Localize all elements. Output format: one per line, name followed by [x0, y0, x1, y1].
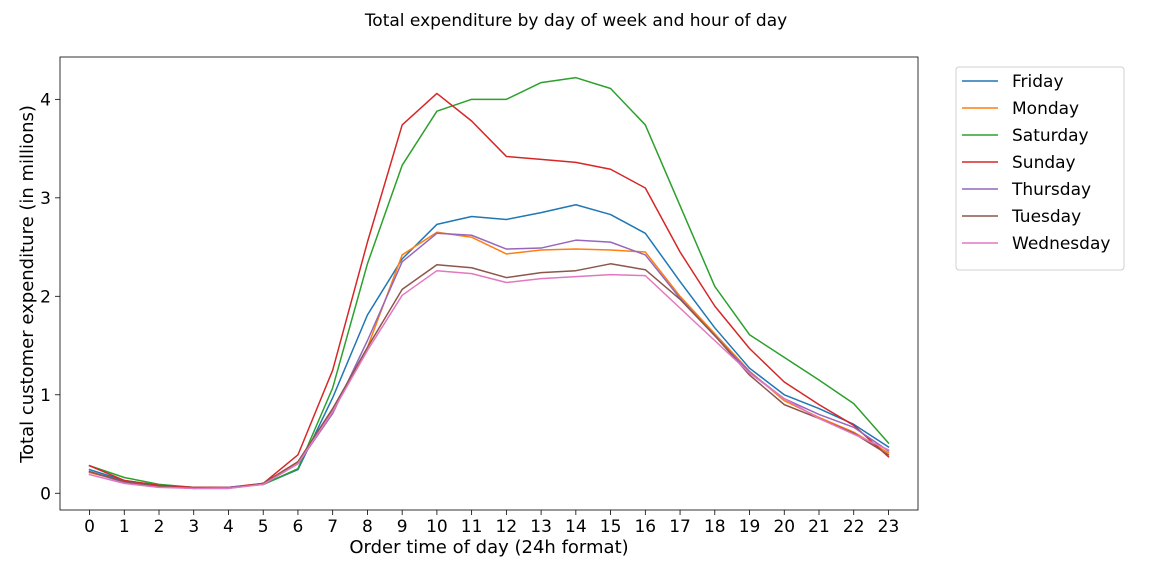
- x-tick-label: 8: [362, 517, 373, 537]
- x-tick-label: 19: [739, 517, 761, 537]
- x-tick-label: 3: [188, 517, 199, 537]
- x-tick-label: 2: [154, 517, 165, 537]
- y-tick-label: 4: [40, 90, 51, 110]
- legend-label-tuesday: Tuesday: [1011, 207, 1081, 227]
- x-tick-label: 15: [600, 517, 622, 537]
- x-tick-label: 10: [426, 517, 448, 537]
- x-tick-label: 12: [496, 517, 518, 537]
- y-tick-label: 0: [40, 484, 51, 504]
- x-tick-label: 22: [843, 517, 865, 537]
- x-tick-label: 13: [530, 517, 552, 537]
- legend-label-monday: Monday: [1012, 99, 1079, 119]
- y-tick-label: 2: [40, 287, 51, 307]
- chart-title: Total expenditure by day of week and hou…: [364, 11, 787, 31]
- legend-label-thursday: Thursday: [1011, 180, 1091, 200]
- x-tick-label: 20: [773, 517, 795, 537]
- legend-box: [955, 66, 1125, 271]
- plot-area: 0 1 2 3 4 5 6 7 8 9 10 11 12 13 14 15 16 17 18 19 20 21 22 2301…: [40, 56, 919, 537]
- legend-label-wednesday: Wednesday: [1012, 234, 1110, 254]
- x-tick-label: 6: [293, 517, 304, 537]
- y-tick-label: 1: [40, 386, 51, 406]
- x-tick-label: 5: [258, 517, 269, 537]
- x-tick-label: 9: [397, 517, 408, 537]
- x-tick-label: 14: [565, 517, 587, 537]
- x-tick-label: 7: [327, 517, 338, 537]
- y-tick-label: 3: [40, 189, 51, 209]
- x-tick-label: 21: [808, 517, 830, 537]
- x-tick-label: 1: [119, 517, 130, 537]
- x-tick-label: 0: [84, 517, 95, 537]
- series-line-sunday: [88, 92, 890, 489]
- legend-label-sunday: Sunday: [1012, 153, 1076, 173]
- y-axis-label: Total customer expenditure (in millions): [17, 105, 38, 464]
- x-tick-label: 23: [878, 517, 900, 537]
- series-line-friday: [88, 203, 890, 489]
- legend: Friday Monday Saturday Sunday Thursday Tuesda…: [955, 66, 1125, 271]
- series-line-thursday: [88, 232, 890, 490]
- x-tick-label: 16: [634, 517, 656, 537]
- x-tick-label: 4: [223, 517, 234, 537]
- legend-label-saturday: Saturday: [1012, 126, 1089, 146]
- axes-frame: [59, 56, 919, 511]
- legend-label-friday: Friday: [1012, 72, 1064, 92]
- x-tick-label: 11: [461, 517, 483, 537]
- series-line-monday: [88, 231, 890, 490]
- x-tick-label: 17: [669, 517, 691, 537]
- x-axis-label: Order time of day (24h format): [349, 537, 628, 558]
- series-line-tuesday: [88, 263, 890, 490]
- x-tick-label: 18: [704, 517, 726, 537]
- series-line-wednesday: [88, 269, 890, 490]
